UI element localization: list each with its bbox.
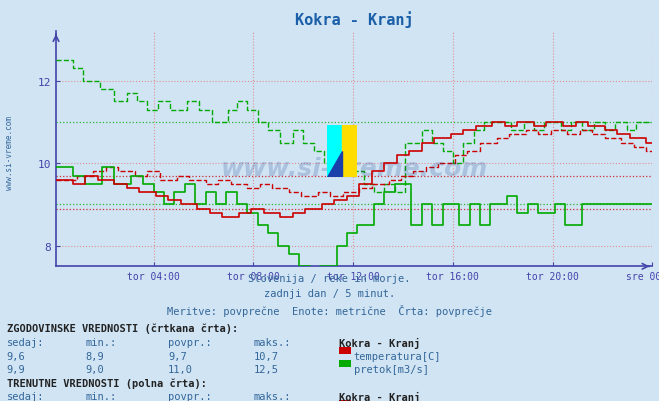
Text: 9,6: 9,6 [7,351,25,361]
Text: min.:: min.: [86,337,117,347]
Bar [342,126,357,178]
Text: 10,7: 10,7 [254,351,279,361]
Text: 9,0: 9,0 [86,364,104,374]
Text: povpr.:: povpr.: [168,337,212,347]
Text: zadnji dan / 5 minut.: zadnji dan / 5 minut. [264,289,395,299]
Text: TRENUTNE VREDNOSTI (polna črta):: TRENUTNE VREDNOSTI (polna črta): [7,378,206,388]
Text: ZGODOVINSKE VREDNOSTI (črtkana črta):: ZGODOVINSKE VREDNOSTI (črtkana črta): [7,323,238,333]
Text: maks.:: maks.: [254,391,291,401]
Text: 8,9: 8,9 [86,351,104,361]
Text: www.si-vreme.com: www.si-vreme.com [221,156,488,180]
Text: min.:: min.: [86,391,117,401]
Title: Kokra - Kranj: Kokra - Kranj [295,11,414,28]
Text: 12,5: 12,5 [254,364,279,374]
Text: sedaj:: sedaj: [7,391,44,401]
Text: Kokra - Kranj: Kokra - Kranj [339,391,420,401]
Polygon shape [328,152,342,178]
Text: Slovenija / reke in morje.: Slovenija / reke in morje. [248,273,411,284]
Text: Kokra - Kranj: Kokra - Kranj [339,337,420,348]
Text: 11,0: 11,0 [168,364,193,374]
Text: 9,9: 9,9 [7,364,25,374]
Text: sedaj:: sedaj: [7,337,44,347]
Text: 9,7: 9,7 [168,351,186,361]
Text: pretok[m3/s]: pretok[m3/s] [354,364,429,374]
Text: maks.:: maks.: [254,337,291,347]
Text: www.si-vreme.com: www.si-vreme.com [5,115,14,189]
Text: temperatura[C]: temperatura[C] [354,351,442,361]
Text: povpr.:: povpr.: [168,391,212,401]
Bar [328,126,342,178]
Text: Meritve: povprečne  Enote: metrične  Črta: povprečje: Meritve: povprečne Enote: metrične Črta:… [167,304,492,316]
